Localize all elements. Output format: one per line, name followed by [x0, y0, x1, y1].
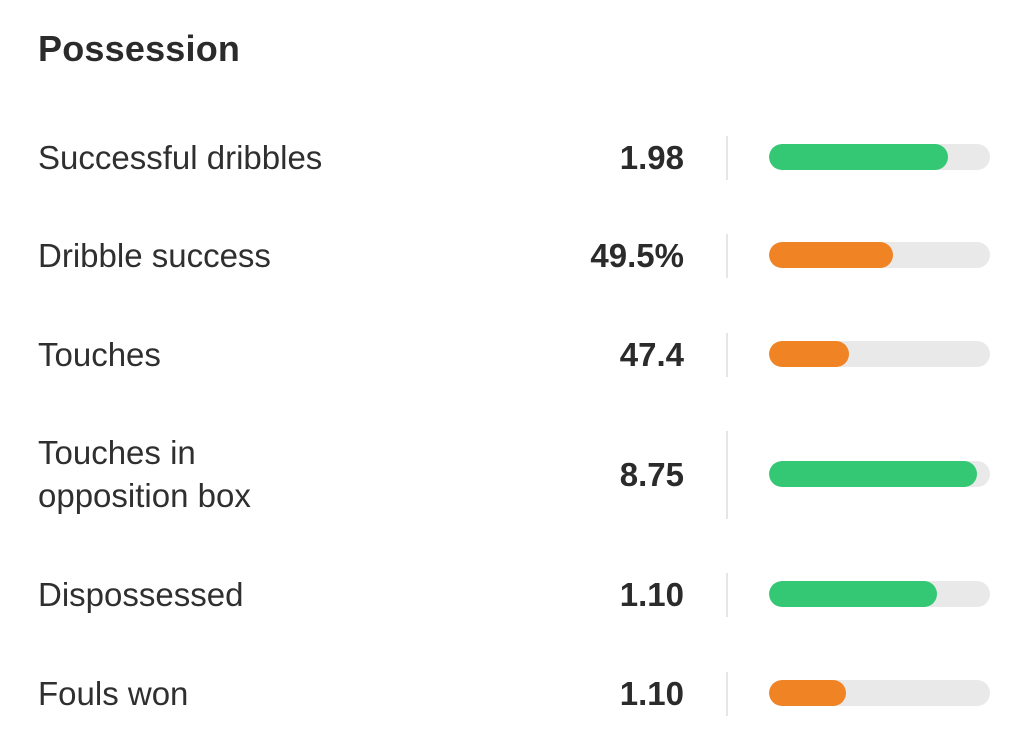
- stat-value: 47.4: [619, 336, 684, 373]
- percentile-fill: [769, 341, 849, 367]
- row-divider: [726, 234, 728, 278]
- row-divider: [726, 573, 728, 617]
- stat-value: 1.10: [619, 675, 684, 712]
- percentile-bar: [769, 680, 990, 706]
- percentile-fill: [769, 144, 948, 170]
- stat-row[interactable]: Dribble success 49.5%: [0, 234, 1024, 278]
- row-divider: [726, 333, 728, 377]
- stat-label: Fouls won: [38, 675, 189, 712]
- stat-value: 1.98: [619, 139, 684, 176]
- percentile-bar: [769, 461, 990, 487]
- percentile-fill: [769, 242, 893, 268]
- section-title: Possession: [38, 28, 241, 69]
- stat-value: 1.10: [619, 576, 684, 613]
- stat-label: Touches: [38, 336, 161, 373]
- stat-label: Successful dribbles: [38, 139, 323, 176]
- stat-row[interactable]: Touches in opposition box 8.75: [0, 431, 1024, 519]
- percentile-bar: [769, 341, 990, 367]
- percentile-bar: [769, 581, 990, 607]
- stat-label: Dribble success: [38, 237, 271, 274]
- percentile-bar: [769, 242, 990, 268]
- stat-row[interactable]: Fouls won 1.10: [0, 672, 1024, 716]
- stat-label: Dispossessed: [38, 576, 244, 613]
- row-divider: [726, 672, 728, 716]
- percentile-fill: [769, 680, 847, 706]
- stat-label: Touches in opposition box: [38, 434, 251, 514]
- stat-row[interactable]: Touches 47.4: [0, 333, 1024, 377]
- stat-value: 8.75: [619, 456, 684, 493]
- stat-value: 49.5%: [590, 237, 684, 274]
- percentile-bar: [769, 144, 990, 170]
- percentile-fill: [769, 581, 937, 607]
- stat-row[interactable]: Dispossessed 1.10: [0, 573, 1024, 617]
- stat-row[interactable]: Successful dribbles 1.98: [0, 136, 1024, 180]
- row-divider: [726, 431, 728, 519]
- percentile-fill: [769, 461, 977, 487]
- row-divider: [726, 136, 728, 180]
